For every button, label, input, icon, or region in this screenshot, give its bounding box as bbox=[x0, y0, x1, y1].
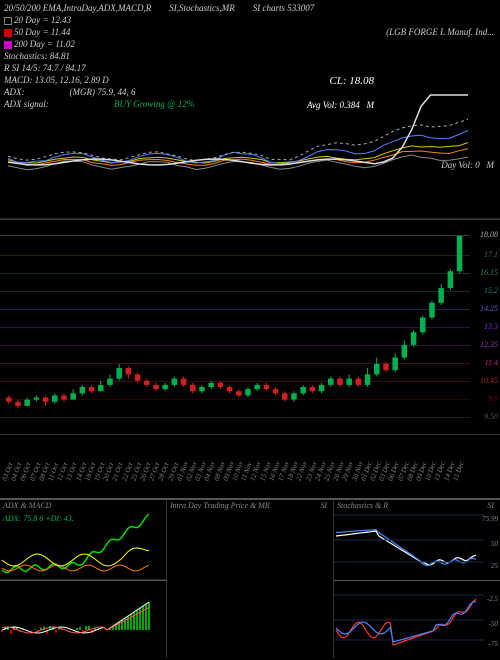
day200: 200 Day = 11.02 bbox=[14, 38, 75, 50]
intra-si: SI bbox=[320, 501, 327, 510]
stoch-panel: Stochastics & R SI 75.99 50 25 -2.5 -50 … bbox=[334, 500, 500, 658]
adx-sub: ADX: 75.8 6 +DI: 43. bbox=[3, 514, 74, 523]
candlestick-chart: 18.0817.116.1515.214.2513.312.3511.410.4… bbox=[0, 225, 500, 435]
day20: 20 Day = 12.43 bbox=[14, 14, 71, 26]
title-sis: SI,Stochastics,MR bbox=[169, 2, 235, 14]
intra-title: Intra Day Trading Price & MR bbox=[170, 501, 270, 510]
adx-macd-panel: ADX & MACD ADX: 75.8 6 +DI: 43. bbox=[0, 500, 167, 658]
ticker-name: (LGB FORGE L Manuf. Ind... bbox=[386, 26, 494, 38]
ema-line-chart bbox=[0, 90, 500, 220]
stoch-title: Stochastics & R bbox=[337, 501, 388, 510]
title-ema: 20/50/200 EMA,IntraDay,ADX,MACD,R bbox=[4, 2, 151, 14]
day50: 50 Day = 11.44 bbox=[14, 26, 70, 38]
stoch-hdr: Stochastics: 84.81 bbox=[4, 50, 314, 62]
intra-panel: Intra Day Trading Price & MR SI bbox=[167, 500, 334, 658]
adx-title: ADX & MACD bbox=[3, 501, 51, 510]
indicator-panels: ADX & MACD ADX: 75.8 6 +DI: 43. Intra Da… bbox=[0, 498, 500, 658]
title-code: SI charts 533007 bbox=[253, 2, 315, 14]
close-price: CL: 18.08 bbox=[329, 75, 374, 87]
